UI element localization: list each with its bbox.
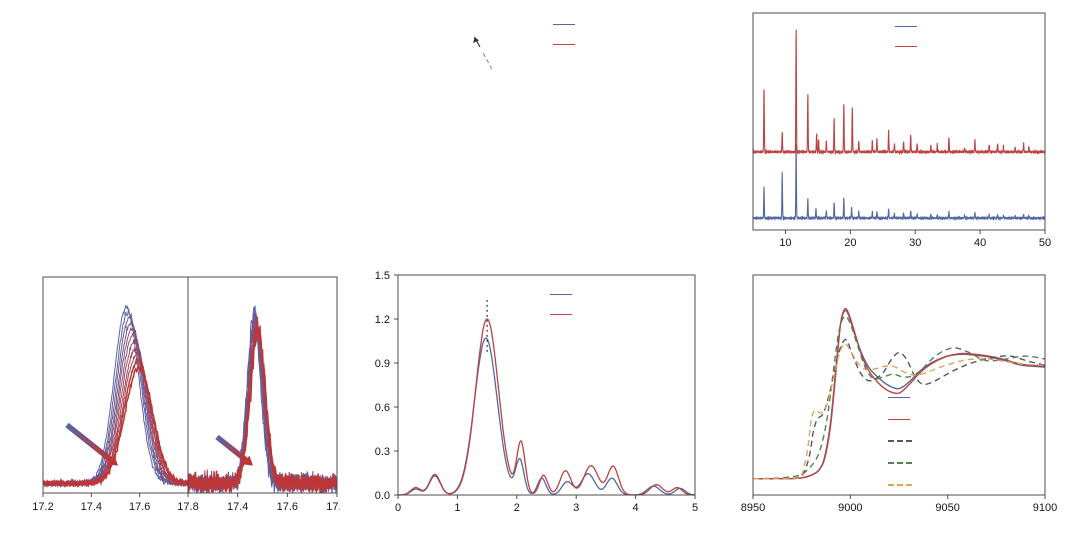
panel-e-legend <box>550 284 580 324</box>
tick-label: 0.0 <box>375 490 390 502</box>
temperature-arrowhead <box>242 455 254 466</box>
tick-label: 1 <box>454 502 460 514</box>
panel-d-chart: 17.2 17.4 17.6 17.8 17.4 17.6 17.8 <box>32 276 340 513</box>
panel-b <box>340 0 710 260</box>
temperature-arrowhead <box>107 455 119 466</box>
legend-item <box>550 304 580 324</box>
tick-label: 17.6 <box>129 501 150 513</box>
tick-label: 17.6 <box>277 501 298 513</box>
tick-label: 3 <box>573 502 579 514</box>
tick-label: 9050 <box>935 502 959 514</box>
tick-label: 4 <box>633 502 639 514</box>
xrd-trace <box>752 144 1046 222</box>
exafs-trace <box>398 318 695 496</box>
tick-label: 0.3 <box>375 446 390 458</box>
inset-shift-dashed-line <box>481 51 493 70</box>
panel-d: 17.2 17.4 17.6 17.8 17.4 17.6 17.8 <box>0 260 340 533</box>
line-swatch <box>550 313 572 315</box>
tick-label: 17.8 <box>326 501 340 513</box>
vt-xrd-curve <box>188 316 337 493</box>
inset-arrowhead <box>473 37 479 43</box>
line-swatch <box>550 293 572 295</box>
line-swatch <box>553 23 575 25</box>
legend-item <box>553 14 583 34</box>
vt-xrd-curve <box>188 314 337 493</box>
temperature-arrow <box>215 434 248 463</box>
panel-c-chart: 10 20 30 40 50 <box>752 12 1051 249</box>
panel-c: 10 20 30 40 50 <box>710 0 1074 260</box>
tick-label: 40 <box>974 237 986 249</box>
vt-xrd-curve <box>188 325 337 493</box>
tick-label: 50 <box>1039 237 1051 249</box>
legend-item <box>895 36 925 56</box>
temperature-arrow <box>65 422 113 463</box>
line-swatch <box>888 396 910 398</box>
xanes-trace <box>752 338 1046 480</box>
tick-label: 17.8 <box>177 501 198 513</box>
legend-item <box>550 284 580 304</box>
xanes-trace <box>752 342 1046 480</box>
line-swatch <box>553 43 575 45</box>
legend-item <box>895 16 925 36</box>
legend-item <box>888 452 920 474</box>
line-swatch <box>895 25 917 27</box>
tick-label: 0.9 <box>375 358 390 370</box>
dashed-line-swatch <box>888 462 912 464</box>
legend-item <box>888 386 920 408</box>
panel-f-legend <box>888 386 920 496</box>
tick-label: 8950 <box>741 502 765 514</box>
line-swatch <box>895 45 917 47</box>
vt-xrd-curve <box>188 316 337 493</box>
exafs-trace <box>398 337 695 496</box>
tick-label: 9100 <box>1033 502 1057 514</box>
dashed-line-swatch <box>888 484 912 486</box>
tick-label: 1.5 <box>375 270 390 282</box>
tick-label: 0 <box>395 502 401 514</box>
xanes-trace <box>752 307 1046 480</box>
legend-item <box>888 408 920 430</box>
tick-label: 17.4 <box>227 501 248 513</box>
panel-e: 0 1 2 3 4 5 0.0 0.3 0.6 0.9 1.2 1.5 <box>340 260 710 533</box>
sem-eds-image <box>0 0 340 260</box>
tick-label: 0.6 <box>375 402 390 414</box>
vt-xrd-curve <box>43 364 188 489</box>
legend-item <box>553 34 583 54</box>
panel-b-legend <box>553 14 583 54</box>
panel-b-chart <box>473 36 493 70</box>
dashed-line-swatch <box>888 440 912 442</box>
legend-item <box>888 430 920 452</box>
tick-label: 17.4 <box>81 501 102 513</box>
tick-label: 17.2 <box>32 501 53 513</box>
tick-label: 1.2 <box>375 314 390 326</box>
tick-label: 30 <box>909 237 921 249</box>
tick-label: 5 <box>692 502 698 514</box>
panel-f: 8950 9000 9050 9100 <box>710 260 1074 533</box>
panel-f-chart: 8950 9000 9050 9100 <box>741 274 1057 514</box>
legend-item <box>888 474 920 496</box>
xrd-trace <box>752 29 1046 156</box>
tick-label: 9000 <box>838 502 862 514</box>
tick-label: 20 <box>844 237 856 249</box>
panel-a <box>0 0 340 260</box>
tick-label: 10 <box>779 237 791 249</box>
line-swatch <box>888 418 910 420</box>
panel-e-chart: 0 1 2 3 4 5 0.0 0.3 0.6 0.9 1.2 1.5 <box>375 270 698 514</box>
tick-label: 2 <box>514 502 520 514</box>
xanes-trace <box>752 315 1046 480</box>
panel-c-legend <box>895 16 925 56</box>
